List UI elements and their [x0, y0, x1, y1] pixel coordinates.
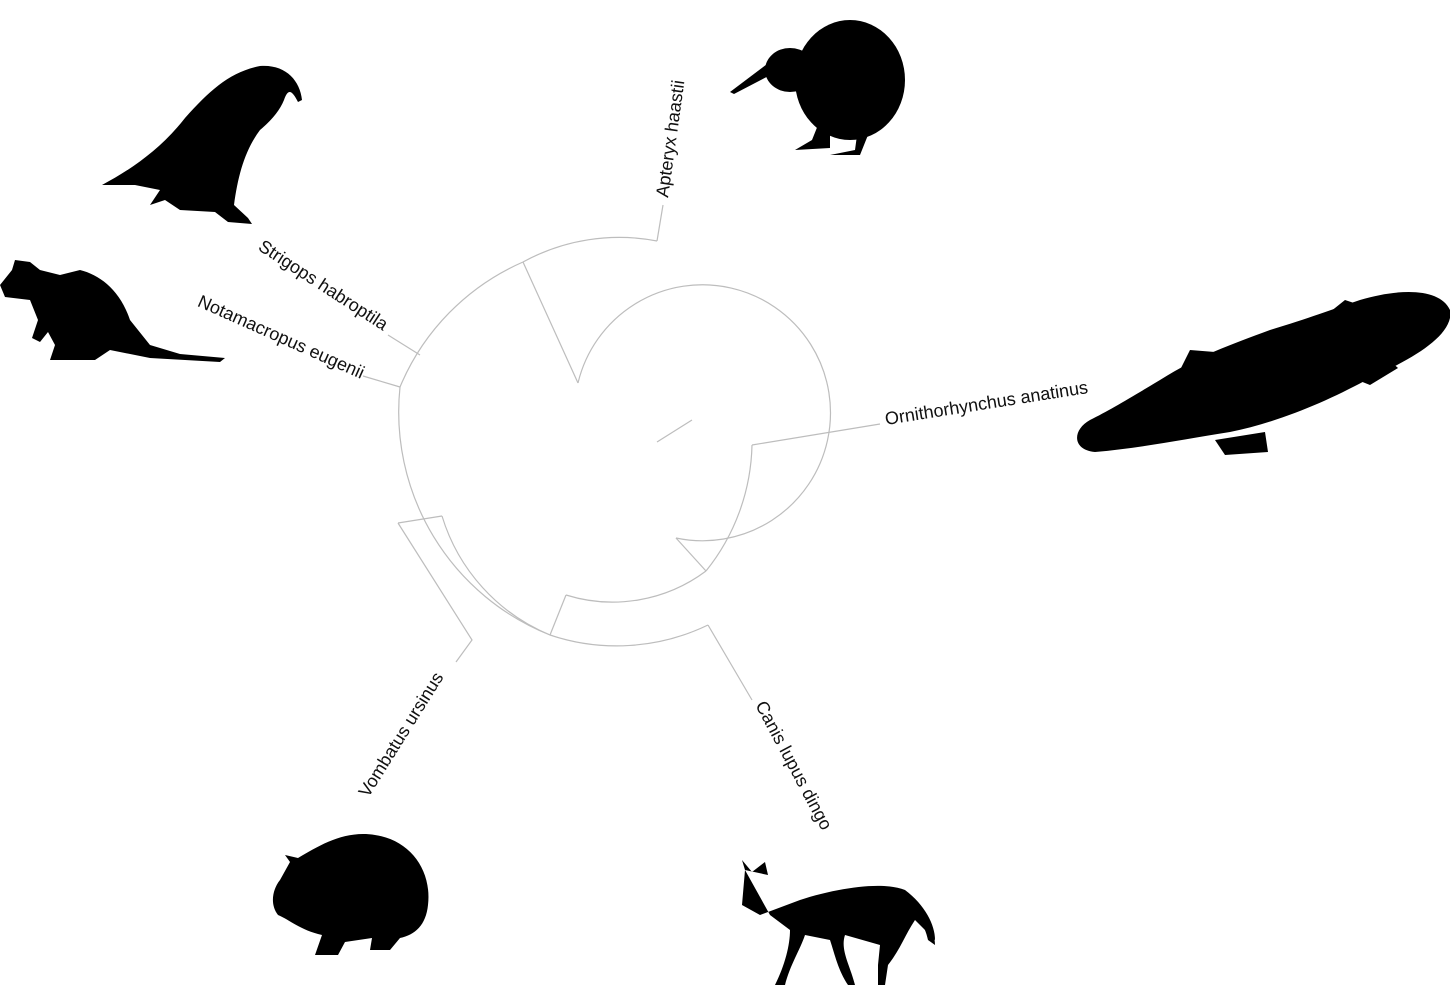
node-arc-5 — [522, 236, 658, 263]
tip-labels: Apteryx haastii Ornithorhynchus anatinus… — [195, 79, 1089, 833]
node-arc-1 — [577, 284, 832, 542]
wombat-silhouette — [272, 834, 429, 955]
tip-branch-dingo — [707, 624, 753, 701]
node-arc-7 — [398, 386, 551, 636]
tip-branch-platypus — [751, 423, 881, 446]
node-arc-3 — [549, 594, 567, 636]
node-arc-9 — [397, 515, 443, 524]
tip-label-kiwi: Apteryx haastii — [652, 79, 688, 199]
tip-branches — [362, 204, 881, 701]
root-stem — [656, 419, 693, 443]
platypus-silhouette — [1077, 291, 1450, 455]
kiwi-silhouette — [730, 20, 905, 155]
tip-label-dingo: Canis lupus dingo — [751, 697, 836, 833]
tree-branches — [397, 236, 832, 647]
tip-label-wombat: Vombatus ursinus — [355, 669, 448, 801]
node-arc-8 — [549, 624, 709, 647]
tip-branch-wombat — [397, 522, 473, 663]
node-arc-4 — [522, 261, 579, 384]
tip-branch-wallaby — [362, 375, 401, 388]
node-arc-2 — [565, 570, 707, 603]
tip-label-platypus: Ornithorhynchus anatinus — [883, 377, 1089, 429]
node-arc-6 — [399, 261, 524, 388]
tip-branch-kakapo — [387, 334, 421, 356]
dingo-silhouette — [742, 860, 935, 985]
node-arc-12 — [705, 444, 753, 572]
kakapo-silhouette — [102, 65, 302, 225]
tip-branch-kiwi — [656, 204, 664, 242]
tip-label-kakapo: Strigops habroptila — [255, 236, 393, 335]
node-arc-10 — [441, 515, 551, 636]
wallaby-silhouette — [0, 260, 225, 362]
node-arc-11 — [675, 537, 707, 572]
